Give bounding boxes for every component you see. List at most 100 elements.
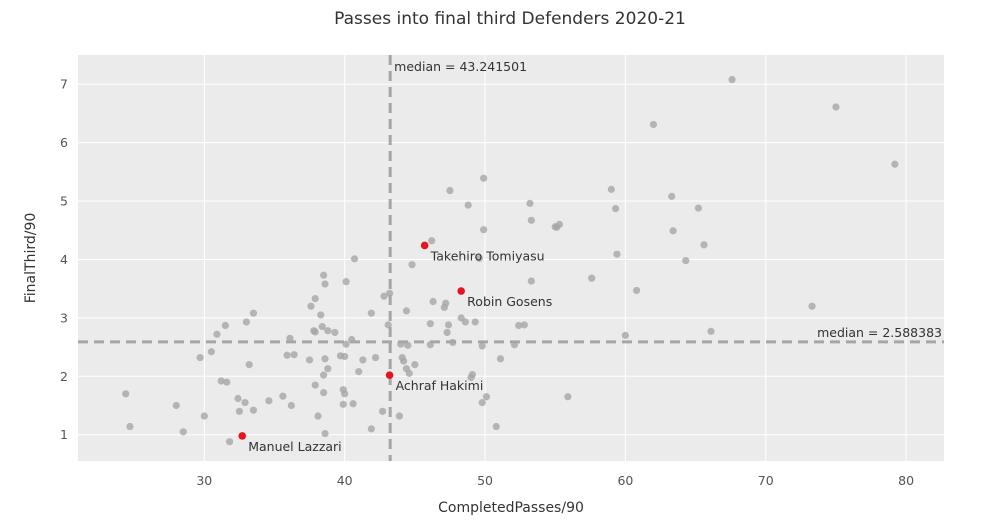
data-point [223,378,231,386]
highlighted-points: Takehiro Tomiyasu Robin Gosens Achraf Haki… [238,241,552,454]
data-point [426,341,434,349]
chart-title: Passes into final third Defenders 2020-2… [334,9,686,29]
data-point [482,393,491,401]
data-point [411,361,419,369]
data-point [241,398,249,407]
data-point [480,226,488,234]
data-point [555,220,564,229]
data-point [283,351,291,359]
data-point [461,318,469,326]
data-point [446,186,454,195]
plot-area [78,55,944,461]
data-point [607,185,615,193]
data-point [307,302,315,310]
data-point [265,397,273,405]
data-point [318,323,326,331]
data-point [384,321,392,329]
data-point [668,192,676,200]
data-point [339,400,347,408]
data-point [527,216,535,224]
data-point [126,422,134,431]
data-point [443,328,451,337]
x-tick-label: 50 [477,473,493,488]
data-point [279,392,287,400]
data-point [348,335,356,344]
data-point [290,351,298,359]
data-point [213,330,221,338]
data-point [172,401,180,410]
data-point [442,299,450,307]
data-point [305,356,314,364]
data-point [311,328,319,336]
x-tick-label: 40 [337,473,353,488]
data-point [397,340,405,348]
data-point [475,254,484,262]
data-point [314,412,322,420]
y-axis-label: FinalThird/90 [23,213,39,304]
data-point [496,355,505,363]
data-point [286,334,294,342]
data-point [694,204,702,212]
data-point [321,429,329,438]
data-point [342,278,350,286]
data-point [478,342,486,350]
y-tick-label: 7 [60,77,68,92]
player-label: Robin Gosens [467,294,552,309]
data-point [700,241,708,249]
data-point [428,237,436,245]
data-point [324,327,332,335]
data-point [621,331,629,340]
data-point [426,320,434,328]
data-point [225,438,234,446]
data-point [707,327,715,335]
data-point [478,398,486,407]
data-point [728,75,736,84]
data-point [471,318,479,326]
player-label: Manuel Lazzari [248,439,341,454]
data-point [367,425,375,433]
data-point [350,255,359,263]
data-point [217,377,225,385]
data-point [682,257,690,265]
data-point [342,340,350,348]
median-x-label: median = 43.241501 [394,59,527,74]
data-point [371,354,380,362]
player-label: Achraf Hakimi [396,378,484,393]
data-point [613,250,621,258]
data-point [245,361,253,369]
data-point [633,286,641,295]
data-point [320,371,328,379]
highlighted-point [420,241,429,250]
data-point [891,160,899,168]
data-point [588,274,596,282]
x-tick-label: 60 [617,473,633,488]
data-point [249,406,258,414]
data-point [207,348,215,356]
median-lines: median = 43.241501 median = 2.588383 [78,55,944,461]
x-tick-label: 80 [898,473,914,488]
y-tick-label: 1 [60,427,68,442]
data-point [196,354,204,362]
data-point [320,389,328,397]
data-point [359,356,367,364]
data-point [324,365,332,373]
x-tick-label: 70 [758,473,774,488]
x-axis-label: CompletedPasses/90 [438,500,584,516]
data-point [808,302,816,310]
median-y-label: median = 2.588383 [817,325,942,340]
data-point [331,328,339,337]
data-point [611,205,620,213]
data-point [526,199,534,207]
data-point [649,120,658,129]
data-point [405,369,413,377]
x-tick-label: 30 [196,473,212,488]
data-point [385,289,394,297]
data-point [400,357,408,365]
data-point [492,422,500,431]
data-point [341,390,349,398]
data-point [520,321,528,329]
data-point [395,412,404,420]
data-point [444,321,453,329]
data-point [321,355,329,363]
